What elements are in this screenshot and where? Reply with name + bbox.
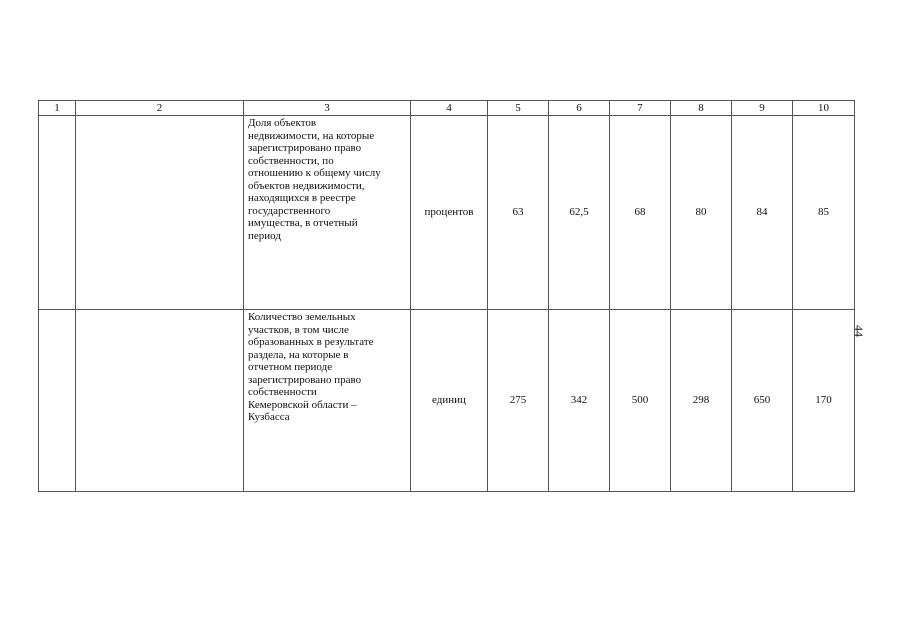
header-cell: 10 bbox=[792, 100, 855, 116]
program-cell bbox=[75, 115, 244, 310]
value-cell: 650 bbox=[731, 309, 793, 492]
table-row: Количество земельных участков, в том чис… bbox=[38, 309, 855, 492]
value-cell: 68 bbox=[609, 115, 671, 310]
header-cell: 4 bbox=[410, 100, 488, 116]
header-cell: 2 bbox=[75, 100, 244, 116]
value-cell: 170 bbox=[792, 309, 855, 492]
value-cell: 298 bbox=[670, 309, 732, 492]
header-cell: 9 bbox=[731, 100, 793, 116]
table-header-row: 1 2 3 4 5 6 7 8 9 10 bbox=[38, 100, 855, 116]
value-cell: 500 bbox=[609, 309, 671, 492]
unit-cell: единиц bbox=[410, 309, 488, 492]
indicators-table: 1 2 3 4 5 6 7 8 9 10 Доля объектов недви… bbox=[38, 100, 855, 492]
value-cell: 63 bbox=[487, 115, 549, 310]
header-cell: 5 bbox=[487, 100, 549, 116]
header-cell: 6 bbox=[548, 100, 610, 116]
table-row: Доля объектов недвижимости, на которые з… bbox=[38, 115, 855, 310]
number-cell bbox=[38, 115, 76, 310]
value-cell: 62,5 bbox=[548, 115, 610, 310]
header-cell: 7 bbox=[609, 100, 671, 116]
number-cell bbox=[38, 309, 76, 492]
value-cell: 84 bbox=[731, 115, 793, 310]
value-cell: 275 bbox=[487, 309, 549, 492]
value-cell: 85 bbox=[792, 115, 855, 310]
unit-cell: процентов bbox=[410, 115, 488, 310]
header-cell: 3 bbox=[243, 100, 411, 116]
value-cell: 80 bbox=[670, 115, 732, 310]
header-cell: 1 bbox=[38, 100, 76, 116]
indicator-cell: Количество земельных участков, в том чис… bbox=[243, 309, 411, 492]
value-cell: 342 bbox=[548, 309, 610, 492]
program-cell bbox=[75, 309, 244, 492]
indicator-cell: Доля объектов недвижимости, на которые з… bbox=[243, 115, 411, 310]
page-number: 44 bbox=[852, 325, 866, 337]
header-cell: 8 bbox=[670, 100, 732, 116]
